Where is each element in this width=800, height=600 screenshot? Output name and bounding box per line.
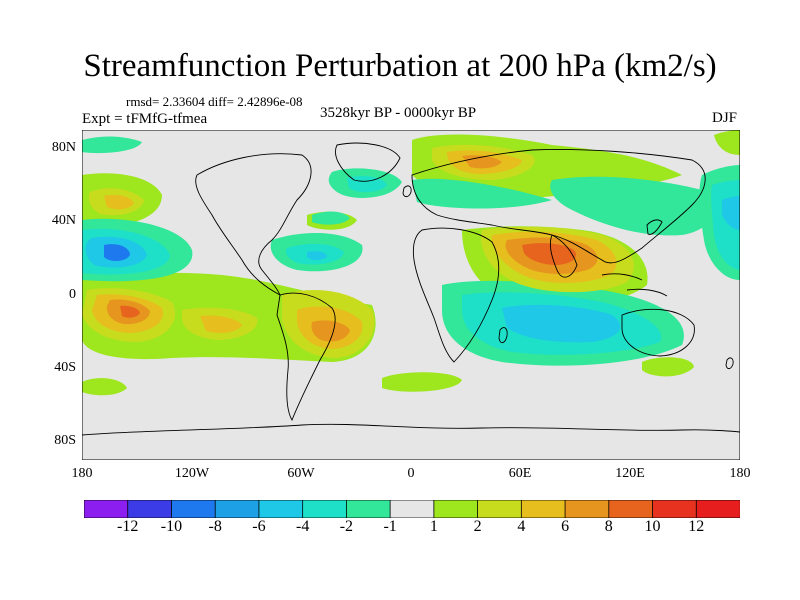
- contour-band-positive: [82, 378, 127, 396]
- contour-band-positive: [462, 155, 502, 169]
- contour-band-positive: [200, 315, 242, 333]
- colorbar-label: 6: [561, 518, 570, 535]
- colorbar-label: 8: [604, 518, 613, 535]
- contour-band-negative: [550, 176, 713, 236]
- lat-label-40n: 40N: [51, 213, 76, 228]
- season-label: DJF: [712, 110, 738, 126]
- colorbar-swatch: [214, 500, 260, 518]
- colorbar-swatch: [171, 500, 216, 518]
- colorbar-swatch: [302, 500, 348, 518]
- contour-band-positive: [714, 130, 740, 155]
- lat-label-80s: 80S: [54, 433, 76, 448]
- colorbar-swatch: [520, 500, 566, 518]
- contour-band-negative: [412, 178, 552, 209]
- contour-band-positive: [382, 372, 462, 392]
- contour-band-positive: [522, 243, 577, 265]
- lon-label-180w: 180: [71, 466, 93, 481]
- period-label: 3528kyr BP - 0000kyr BP: [320, 105, 477, 121]
- chart-title: Streamfunction Perturbation at 200 hPa (…: [83, 48, 717, 84]
- colorbar-label: -10: [160, 518, 183, 535]
- colorbar-label: -4: [295, 518, 310, 535]
- lon-label-60e: 60E: [508, 466, 532, 481]
- contour-band-negative: [722, 196, 740, 230]
- colorbar-swatch: [564, 500, 610, 518]
- colorbar-swatch: [695, 500, 740, 518]
- colorbar-label: 2: [473, 518, 482, 535]
- contour-band-negative: [82, 136, 142, 154]
- colorbar-label: -1: [383, 518, 397, 535]
- colorbar: [84, 500, 740, 518]
- colorbar-swatch: [84, 500, 129, 518]
- colorbar-label: 12: [688, 518, 705, 535]
- colorbar-label: 4: [517, 518, 526, 535]
- contour-band-negative: [312, 211, 350, 225]
- colorbar-swatch: [127, 500, 173, 518]
- contour-band-positive: [104, 194, 134, 210]
- stats-text: rmsd= 2.33604 diff= 2.42896e-08: [126, 94, 303, 109]
- colorbar-swatch: [477, 500, 523, 518]
- streamfunction-map: [82, 130, 740, 460]
- lat-label-80n: 80N: [51, 140, 76, 155]
- contour-band-negative: [307, 251, 327, 260]
- colorbar-label: -8: [208, 518, 222, 535]
- contour-band-negative: [502, 304, 621, 343]
- colorbar-label: -12: [117, 518, 139, 535]
- contour-band-positive: [311, 320, 350, 342]
- colorbar-swatch: [433, 500, 479, 518]
- lat-label-40s: 40S: [54, 360, 76, 375]
- colorbar-swatch: [652, 500, 697, 518]
- colorbar-swatch: [345, 500, 391, 518]
- colorbar-label: 10: [644, 518, 661, 535]
- lon-label-180e: 180: [729, 466, 751, 481]
- colorbar-swatch: [389, 500, 435, 518]
- lon-label-120w: 120W: [174, 466, 210, 481]
- colorbar-label: 1: [429, 518, 438, 535]
- colorbar-swatch: [258, 500, 304, 518]
- colorbar-label: -2: [339, 518, 354, 535]
- coastlines: [82, 142, 740, 436]
- lon-label-60w: 60W: [287, 466, 315, 481]
- contour-band-negative: [347, 176, 387, 193]
- lon-label-120e: 120E: [615, 466, 645, 481]
- colorbar-label: -6: [252, 518, 266, 535]
- colorbar-swatch: [608, 500, 654, 518]
- experiment-label: Expt = tFMfG-tfmea: [82, 111, 208, 127]
- contour-band-positive: [642, 357, 694, 377]
- lon-label-0: 0: [407, 466, 415, 481]
- lat-label-0: 0: [69, 287, 76, 302]
- contour-band-positive: [120, 305, 140, 318]
- contour-band-negative: [104, 244, 130, 261]
